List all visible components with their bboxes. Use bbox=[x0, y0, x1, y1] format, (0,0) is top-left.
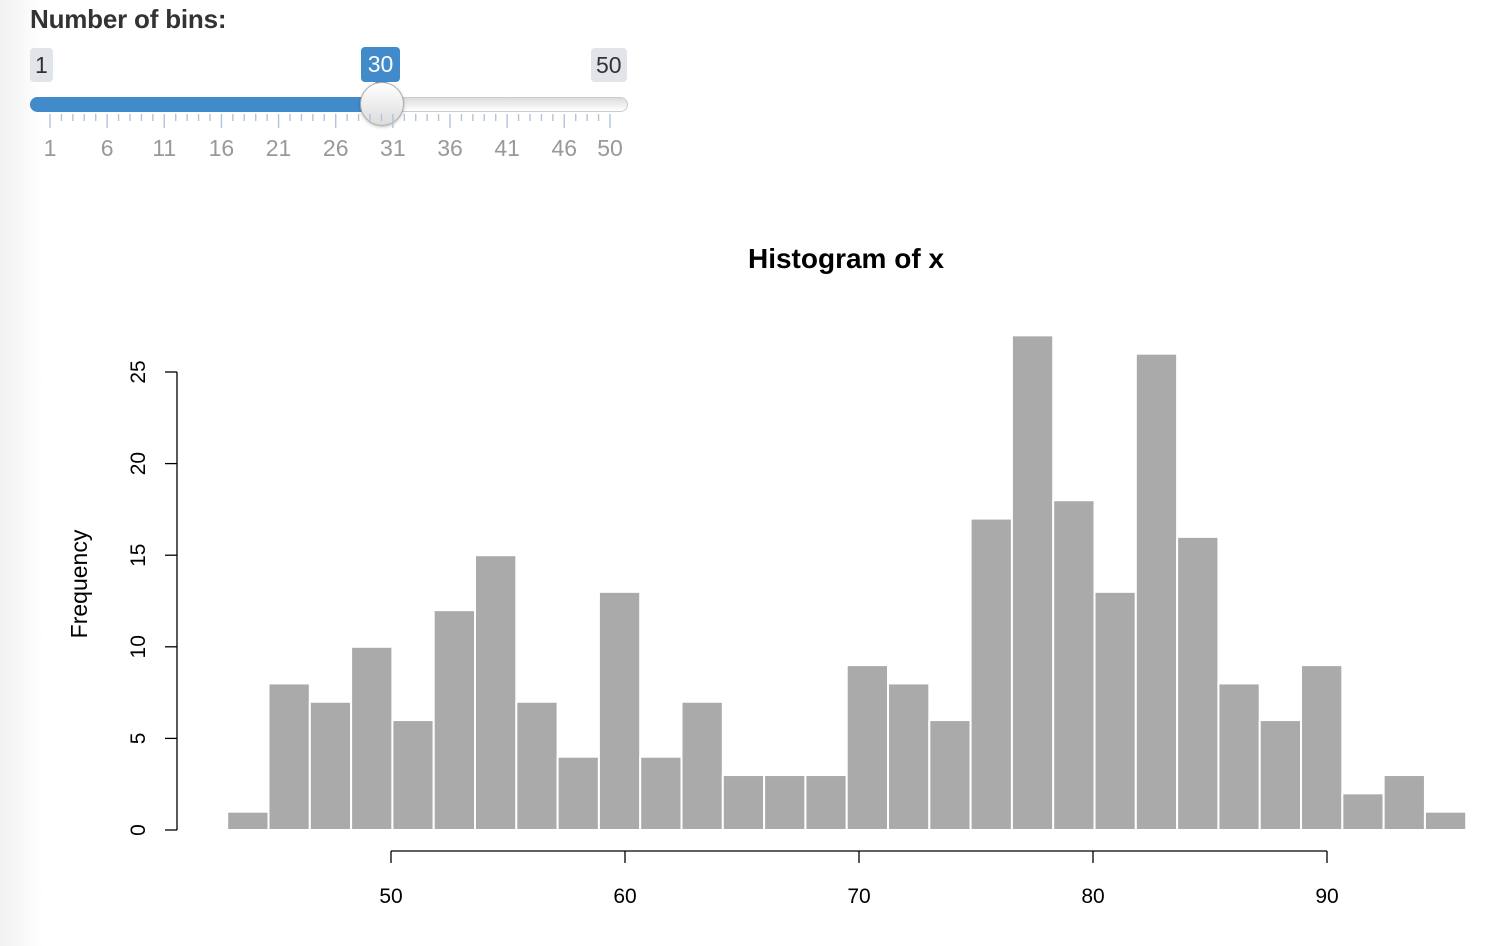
slider-grid-label: 1 bbox=[44, 135, 57, 161]
chart-title: Histogram of x bbox=[748, 243, 944, 274]
histogram-bar bbox=[391, 719, 435, 832]
y-tick-label: 25 bbox=[127, 360, 150, 383]
x-tick-label: 60 bbox=[613, 885, 636, 908]
x-axis: 50 60 70 80 90 bbox=[379, 850, 1339, 908]
y-tick-label: 5 bbox=[127, 733, 150, 745]
y-axis-label: Frequency bbox=[66, 529, 92, 638]
histogram-bar bbox=[845, 664, 890, 831]
histogram-bar bbox=[721, 774, 766, 831]
slider-min-label: 1 bbox=[30, 48, 53, 82]
histogram-bar bbox=[474, 554, 518, 831]
histogram-bar bbox=[639, 755, 683, 831]
slider-grid-label: 50 bbox=[597, 135, 623, 161]
slider-grid-label: 6 bbox=[101, 135, 114, 161]
histogram-bar bbox=[597, 590, 642, 832]
histogram-bar bbox=[267, 682, 311, 831]
slider-grid-label: 31 bbox=[380, 135, 406, 161]
slider-grid: 1 6 11 16 21 26 31 36 41 46 50 bbox=[44, 114, 623, 161]
histogram-bar bbox=[763, 774, 807, 831]
histogram-bar bbox=[804, 774, 848, 831]
histogram-bar bbox=[1176, 535, 1220, 831]
histogram-bar bbox=[432, 609, 477, 831]
histogram-bar bbox=[308, 700, 353, 832]
histogram-bar bbox=[1300, 664, 1344, 831]
slider-grid-label: 36 bbox=[437, 135, 463, 161]
histogram-bar bbox=[1217, 682, 1261, 831]
slider-grid-label: 26 bbox=[323, 135, 349, 161]
x-tick-label: 90 bbox=[1315, 885, 1338, 908]
histogram-bar bbox=[1093, 590, 1137, 832]
histogram-bar bbox=[1052, 499, 1096, 831]
histogram-bar bbox=[928, 719, 972, 832]
histogram-bar bbox=[1423, 810, 1468, 831]
slider-label: Number of bins: bbox=[30, 4, 227, 34]
slider-value-label: 30 bbox=[361, 47, 400, 88]
histogram-bar bbox=[1382, 774, 1426, 831]
slider-grid-label: 16 bbox=[209, 135, 235, 161]
x-tick-label: 80 bbox=[1081, 885, 1104, 908]
y-tick-label: 10 bbox=[127, 635, 150, 658]
y-tick-label: 0 bbox=[127, 824, 150, 836]
histogram-bar bbox=[1258, 719, 1303, 832]
histogram-bar bbox=[969, 517, 1013, 831]
histogram-bar bbox=[350, 645, 394, 831]
x-tick-label: 70 bbox=[847, 885, 870, 908]
y-tick-label: 15 bbox=[127, 544, 150, 567]
histogram-bar bbox=[680, 700, 724, 832]
histogram-bar bbox=[887, 682, 931, 831]
slider-grid-label: 21 bbox=[266, 135, 292, 161]
histogram-bar bbox=[1134, 352, 1179, 831]
histogram-bar bbox=[1010, 334, 1055, 831]
histogram-plot: Histogram of x Frequency 0 5 10 15 20 25 50 60… bbox=[66, 243, 1468, 908]
slider-grid-label: 41 bbox=[494, 135, 520, 161]
histogram-bars bbox=[226, 334, 1468, 832]
histogram-bar bbox=[556, 755, 600, 831]
sidebar-shade bbox=[0, 0, 44, 946]
x-tick-label: 50 bbox=[379, 885, 402, 908]
histogram-bar bbox=[1341, 792, 1385, 831]
histogram-bar bbox=[515, 700, 559, 832]
y-tick-label: 20 bbox=[127, 452, 150, 475]
slider-grid-label: 11 bbox=[152, 135, 176, 161]
slider-fill bbox=[30, 97, 382, 112]
histogram-bar bbox=[226, 810, 270, 831]
slider-grid-label: 46 bbox=[551, 135, 577, 161]
slider-max-label: 50 bbox=[591, 48, 627, 82]
y-axis: 0 5 10 15 20 25 bbox=[127, 360, 178, 836]
